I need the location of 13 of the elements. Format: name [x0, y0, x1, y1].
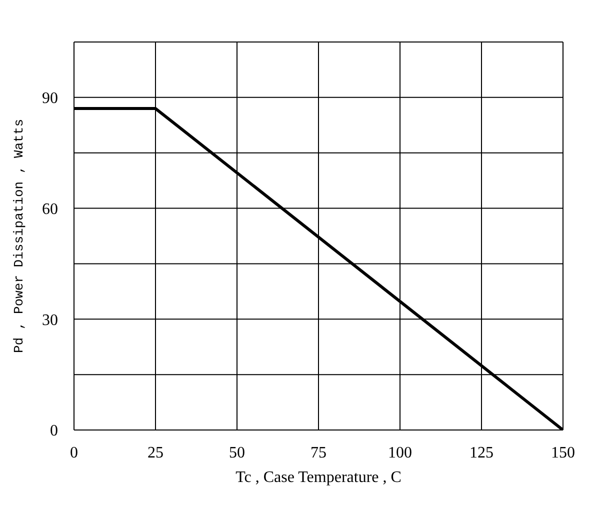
- x-axis-title: Tc , Case Temperature , C: [236, 469, 402, 486]
- x-tick-label: 150: [551, 444, 575, 462]
- y-axis-title: Pd , Power Dissipation , Watts: [12, 118, 27, 354]
- x-tick-label: 0: [70, 444, 78, 462]
- y-tick-label: 90: [42, 90, 58, 108]
- x-tick-label: 25: [148, 444, 164, 462]
- x-tick-label: 100: [388, 444, 412, 462]
- y-tick-label: 30: [42, 312, 58, 329]
- x-tick-label: 50: [229, 444, 245, 462]
- x-tick-label: 125: [470, 444, 494, 462]
- y-tick-label: 0: [50, 422, 58, 440]
- x-tick-label: 75: [310, 444, 326, 462]
- y-tick-label: 60: [42, 200, 58, 218]
